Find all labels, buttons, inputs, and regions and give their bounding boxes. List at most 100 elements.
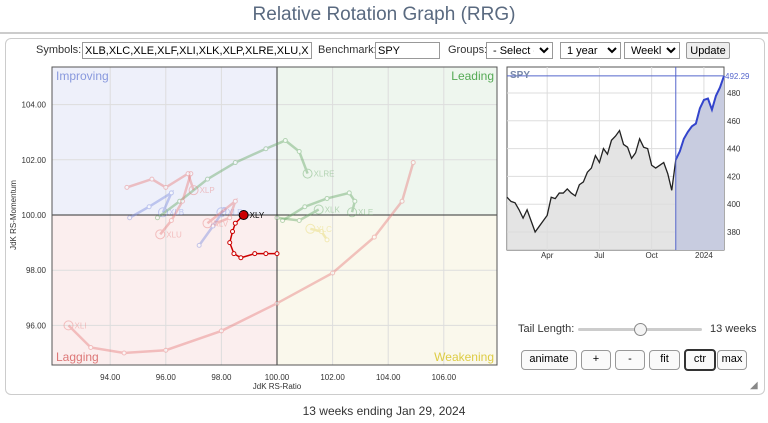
tail-head [158, 207, 169, 218]
x-axis-label: JdK RS-Ratio [253, 382, 302, 391]
center-button[interactable]: ctr [684, 349, 716, 371]
tail-line [67, 162, 415, 355]
tail-head [305, 223, 316, 234]
tail-xlf: XLF [196, 206, 242, 248]
tail-point [196, 242, 202, 248]
max-button[interactable]: max [717, 350, 747, 370]
divider [0, 32, 768, 34]
quadrant-label-leading: Leading [451, 69, 494, 83]
quadrant-label-weakening: Weakening [434, 350, 494, 364]
x-tick-label: 96.00 [156, 373, 177, 382]
tail-point [218, 328, 224, 334]
tail-point [149, 176, 155, 182]
tail-point [146, 204, 152, 210]
symbol-label: XLB [169, 208, 184, 217]
tail-point [231, 251, 237, 257]
y-tick-label: 100.00 [22, 211, 47, 220]
tail-head [238, 210, 249, 220]
tail-point [371, 234, 377, 240]
symbol-label: XLK [325, 205, 341, 214]
quadrant-label-improving: Improving [56, 69, 109, 83]
symbol-label: XLY [250, 211, 265, 220]
groups-select[interactable]: - Select - [486, 42, 553, 59]
footer-caption: 13 weeks ending Jan 29, 2024 [302, 404, 466, 418]
tail-point [88, 344, 94, 350]
rrg-chart[interactable]: 94.00 96.00 98.00 100.00 102.00 104.00 106.00 1… [0, 0, 500, 395]
benchmark-label: Benchmark: [318, 44, 377, 56]
quadrant-leading [277, 67, 497, 215]
tail-length-label: Tail Length: [518, 323, 575, 335]
y-tick-label: 102.00 [22, 156, 47, 165]
tail-line [126, 171, 195, 191]
tail-point [410, 160, 416, 166]
tail-point [230, 229, 236, 235]
animate-button[interactable]: animate [521, 350, 577, 370]
tail-point [330, 270, 336, 276]
tail-xlk: XLK [274, 204, 341, 224]
tail-head [347, 207, 358, 218]
x-tick-label: 94.00 [100, 373, 121, 382]
tail-head [202, 218, 213, 229]
tail-line [206, 197, 238, 225]
tail-point [318, 229, 324, 235]
tail-point [227, 215, 233, 221]
tail-xli: XLI [63, 160, 416, 356]
tail-point [227, 240, 233, 246]
tail-point [263, 146, 269, 152]
tail-line [276, 208, 320, 222]
tail-point [154, 215, 160, 221]
benchmark-input[interactable] [375, 42, 440, 59]
tail-point [213, 220, 219, 226]
tail-point [232, 160, 238, 166]
tail-xlb: XLB [127, 189, 184, 221]
y-tick-label: 104.00 [22, 101, 47, 110]
fit-button[interactable]: fit [649, 350, 680, 370]
x-tick-label: 106.00 [432, 373, 457, 382]
slider-handle[interactable] [634, 323, 647, 336]
tail-line [198, 208, 226, 247]
tail-line [156, 139, 309, 219]
tail-point [324, 195, 330, 201]
tail-point [280, 218, 286, 224]
y-axis-label: JdK RS-Momentum [9, 180, 18, 250]
tail-point [274, 300, 280, 306]
tail-point [185, 171, 191, 177]
tail-point [346, 190, 352, 196]
tail-point [263, 251, 269, 257]
frequency-select[interactable]: Weekly [624, 42, 680, 59]
tail-point [352, 198, 358, 204]
tail-line [159, 173, 193, 236]
resize-handle-icon[interactable]: ◢ [750, 380, 758, 391]
tail-point [274, 215, 280, 221]
tail-length-slider[interactable] [578, 323, 702, 336]
tail-line [129, 189, 175, 219]
tail-point [274, 251, 280, 257]
symbols-label: Symbols: [36, 44, 82, 56]
symbol-label: XLV [214, 219, 229, 228]
tail-head [302, 168, 313, 179]
tail-head [216, 207, 227, 218]
tail-point [324, 237, 330, 243]
symbol-label: XLF [227, 208, 242, 217]
x-tick-label: 102.00 [320, 373, 345, 382]
tail-point [296, 218, 302, 224]
period-select[interactable]: 1 year [560, 42, 621, 59]
tail-point [124, 184, 130, 190]
tail-point [188, 171, 194, 177]
update-button[interactable]: Update [686, 42, 730, 59]
y-tick-label: 98.00 [26, 266, 47, 275]
tail-point [232, 220, 238, 226]
tail-point [399, 198, 405, 204]
tail-xlu: XLU [155, 171, 194, 240]
tail-head [188, 185, 199, 196]
zoom-in-button[interactable]: + [581, 350, 611, 370]
x-tick-label: 98.00 [211, 373, 232, 382]
symbol-label: XLP [200, 186, 215, 195]
tail-head [63, 320, 74, 331]
tail-point [168, 218, 174, 224]
symbol-label: XLI [75, 321, 87, 330]
tail-line [281, 191, 357, 222]
tail-point [238, 255, 244, 261]
symbols-input[interactable] [82, 42, 312, 59]
zoom-out-button[interactable]: - [615, 350, 645, 370]
